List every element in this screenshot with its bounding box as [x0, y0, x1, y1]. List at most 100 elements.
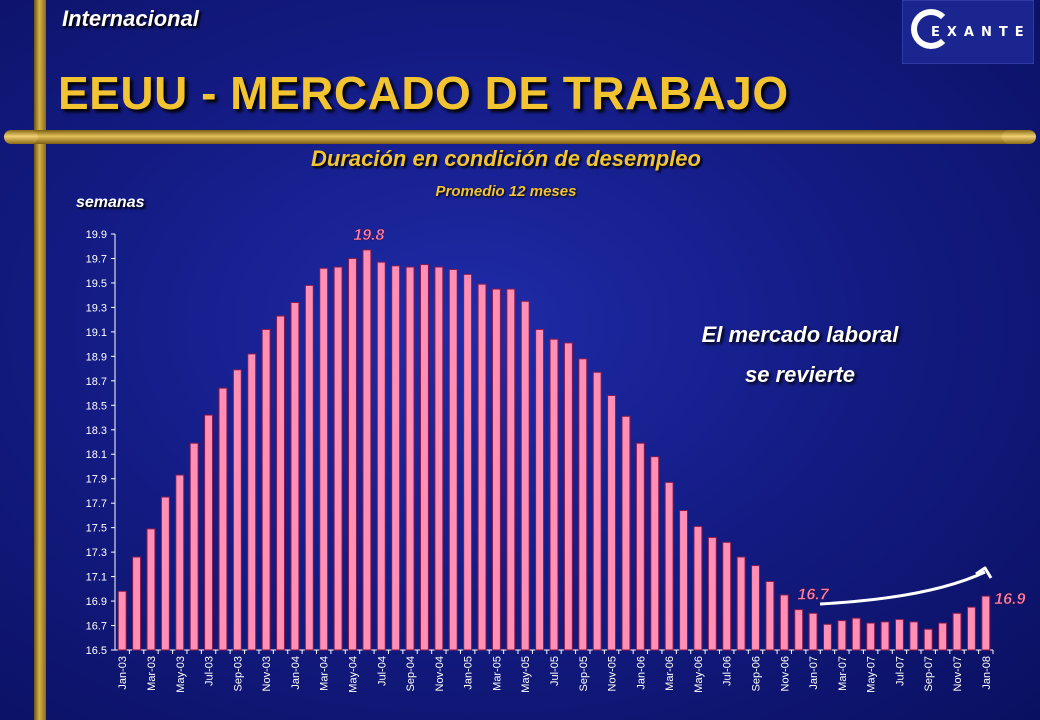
bar [434, 266, 444, 651]
bar [448, 268, 458, 651]
x-tick-label: Sep-04 [405, 656, 417, 691]
bar [247, 353, 257, 651]
exante-logo: EXANTE [902, 0, 1034, 64]
y-tick-label: 16.7 [86, 621, 107, 633]
bar [808, 612, 818, 651]
x-tick-label: Jan-07 [808, 656, 820, 690]
horizontal-gold-bar [4, 130, 1036, 144]
page-title: EEUU - MERCADO DE TRABAJO [58, 67, 789, 119]
bar [117, 590, 127, 651]
y-axis-label: semanas [76, 194, 145, 211]
y-tick-label: 18.5 [86, 400, 107, 412]
x-tick-label: Jul-07 [894, 656, 906, 686]
bar [261, 328, 271, 651]
y-tick-label: 17.5 [86, 523, 107, 535]
bar [348, 257, 357, 651]
y-tick-label: 16.5 [86, 645, 107, 657]
bar [218, 387, 228, 651]
x-tick-label: Sep-05 [578, 656, 590, 691]
bar [420, 264, 429, 651]
bar [851, 617, 861, 651]
bar [765, 580, 775, 651]
bar [463, 273, 473, 651]
x-tick-label: Sep-06 [751, 656, 763, 691]
bar [477, 283, 487, 651]
x-tick-label: Mar-05 [491, 656, 503, 691]
x-tick-label: Jul-04 [376, 656, 388, 686]
x-tick-label: May-06 [693, 656, 705, 693]
bar [160, 496, 170, 651]
bar [506, 288, 516, 651]
bar [491, 288, 501, 651]
bar [938, 622, 948, 651]
bar [736, 556, 746, 651]
x-tick-label: Jan-04 [290, 656, 302, 690]
x-tick-label: Nov-05 [607, 656, 619, 691]
bar [650, 456, 660, 651]
bar [635, 442, 645, 651]
y-tick-label: 19.9 [86, 229, 107, 241]
y-tick-label: 17.7 [86, 498, 107, 510]
y-tick-label: 16.9 [86, 596, 107, 608]
x-tick-label: Mar-07 [837, 656, 849, 691]
x-tick-label: Sep-03 [232, 656, 244, 691]
bar [693, 525, 703, 651]
bar [679, 510, 688, 651]
bar [607, 395, 617, 651]
x-tick-label: May-03 [175, 656, 187, 693]
bar [751, 565, 760, 651]
bar [578, 358, 588, 651]
y-tick-label: 19.3 [86, 302, 107, 314]
logo-ring-icon [911, 9, 951, 49]
y-tick-label: 17.9 [86, 474, 107, 486]
bar [592, 371, 602, 651]
trend-arrow-curve [819, 570, 986, 606]
bar [304, 284, 314, 651]
bar [520, 300, 530, 651]
x-tick-label: Jul-06 [722, 656, 734, 686]
bar [722, 541, 732, 651]
bar [837, 620, 847, 651]
bar [333, 266, 343, 651]
annotation-line-2: se revierte [744, 362, 856, 387]
bar [376, 261, 386, 651]
logo-wordmark: EXANTE [931, 25, 1031, 40]
y-tick-label: 18.3 [86, 425, 107, 437]
bar [981, 595, 991, 651]
x-tick-label: Sep-07 [923, 656, 935, 691]
bar [823, 623, 832, 651]
bar [319, 267, 329, 651]
bar [952, 612, 962, 651]
y-tick-label: 19.7 [86, 253, 107, 265]
x-tick-label: Nov-03 [261, 656, 273, 691]
y-tick-label: 18.1 [86, 449, 107, 461]
x-tick-label: Jul-05 [549, 656, 561, 686]
data-label: 16.9 [994, 591, 1025, 608]
chart-subtitle: Promedio 12 meses [435, 183, 577, 200]
gold-bar-left-cap [4, 130, 38, 144]
bar [866, 622, 876, 651]
bar [549, 338, 559, 651]
bar [405, 266, 415, 651]
bar [276, 315, 285, 651]
y-tick-label: 17.1 [86, 572, 107, 584]
data-label: 16.7 [798, 586, 830, 603]
bar [204, 414, 214, 651]
bar [707, 536, 717, 651]
vertical-gold-bar [34, 0, 46, 720]
x-tick-label: Jan-03 [117, 656, 129, 690]
bar [189, 442, 199, 651]
x-tick-label: May-05 [520, 656, 532, 693]
bar [535, 328, 545, 651]
bar [232, 369, 242, 651]
bar [664, 481, 674, 651]
x-tick-label: Mar-06 [664, 656, 676, 691]
x-tick-label: Jan-06 [635, 656, 647, 690]
bar [290, 302, 300, 651]
y-tick-label: 18.9 [86, 351, 107, 363]
chart-title: Duración en condición de desempleo [311, 146, 701, 171]
bar [391, 265, 401, 651]
bar [621, 415, 631, 651]
y-tick-label: 19.5 [86, 278, 107, 290]
